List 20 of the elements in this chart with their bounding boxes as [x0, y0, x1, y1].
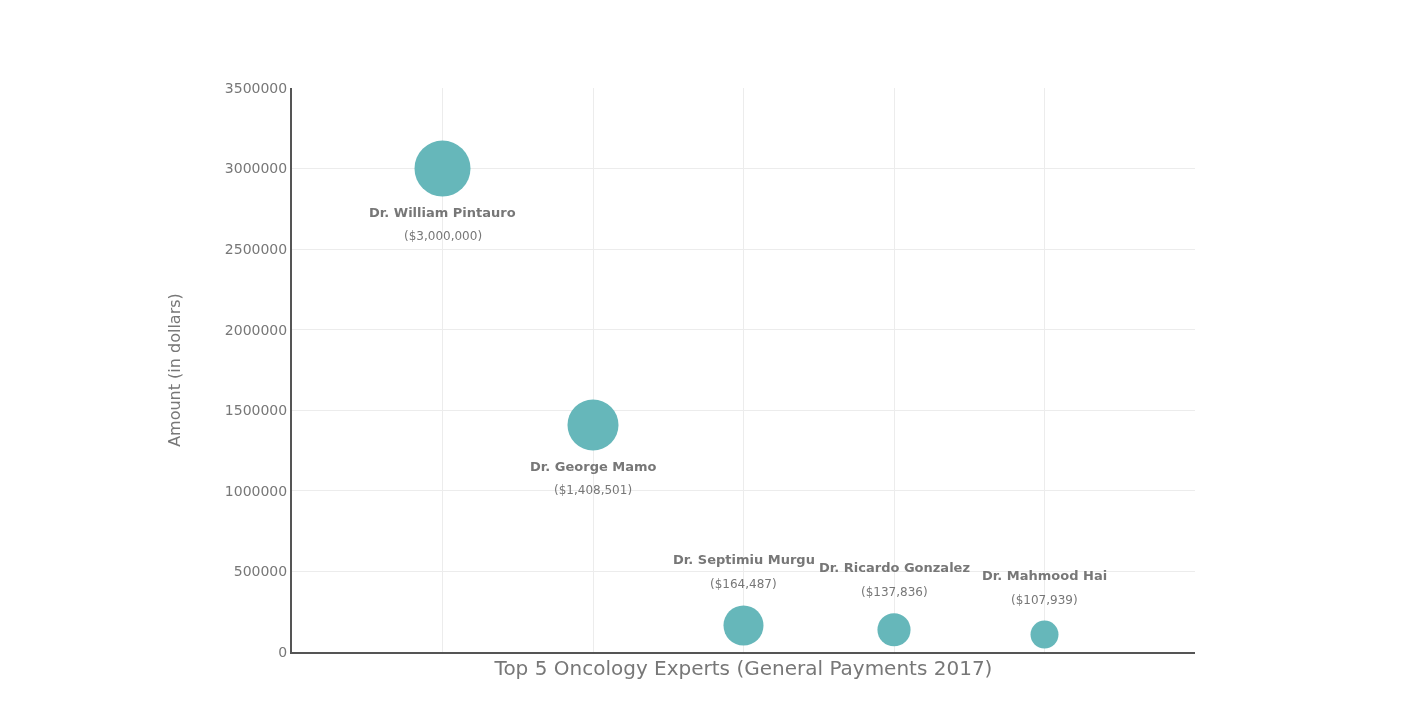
data-label: ($1,408,501) [554, 483, 633, 497]
x-tick-label: Dr. Ricardo Gonzalez [819, 560, 970, 575]
x-axis-title: Top 5 Oncology Experts (General Payments 2017) [493, 656, 993, 680]
x-tick-label: Dr. William Pintauro [369, 205, 516, 220]
x-tick-label: Dr. George Mamo [530, 459, 657, 474]
data-label: ($137,836) [861, 585, 928, 599]
y-tick-label: 1000000 [224, 482, 288, 499]
y-tick-label: 2500000 [224, 241, 288, 258]
data-label: ($107,939) [1011, 593, 1078, 607]
y-tick-label: 2000000 [224, 321, 288, 338]
x-tick-label: Dr. Septimiu Murgu [673, 552, 815, 567]
y-tick-label: 0 [278, 643, 288, 660]
data-label: ($3,000,000) [404, 229, 483, 243]
y-tick-label: 3000000 [224, 160, 288, 177]
y-axis-title: Amount (in dollars) [165, 293, 185, 447]
data-label: ($164,487) [710, 577, 777, 591]
x-tick-label: Dr. Mahmood Hai [982, 568, 1108, 583]
y-tick-label: 500000 [233, 563, 288, 580]
y-tick-label: 3500000 [224, 79, 288, 96]
y-tick-label: 1500000 [224, 402, 288, 419]
